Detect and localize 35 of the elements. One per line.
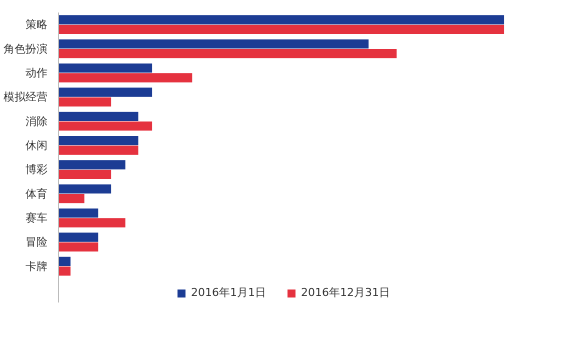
y-tick-label: 角色扮演 <box>4 42 48 56</box>
bar <box>58 208 98 218</box>
y-tick-label: 消除 <box>26 114 48 128</box>
bar <box>58 88 152 97</box>
bar <box>58 170 112 180</box>
bar <box>58 194 84 204</box>
bar <box>58 184 112 194</box>
bar <box>58 39 369 49</box>
bar <box>58 73 192 82</box>
bar <box>58 218 126 228</box>
bar <box>58 121 152 131</box>
bar <box>58 136 138 146</box>
bar <box>58 232 98 242</box>
bar <box>58 24 504 34</box>
bar <box>58 112 138 122</box>
y-tick-label: 赛车 <box>26 211 48 224</box>
bar <box>58 146 138 155</box>
y-tick-label: 卡牌 <box>26 260 48 273</box>
y-tick-label: 模拟经营 <box>4 90 48 104</box>
y-tick-label: 策略 <box>26 18 48 32</box>
y-tick-label: 体育 <box>26 187 48 200</box>
bar <box>58 242 98 252</box>
y-tick-label: 休闲 <box>26 138 48 152</box>
bar <box>58 48 397 58</box>
y-tick-label: 动作 <box>26 66 48 80</box>
bar <box>58 97 112 107</box>
bar <box>58 266 71 276</box>
bar <box>58 15 504 24</box>
legend-label: 2016年1月1日 <box>191 285 266 300</box>
y-tick-label: 冒险 <box>26 236 48 249</box>
bar <box>58 256 71 266</box>
y-tick-label: 博彩 <box>26 163 48 176</box>
legend-label: 2016年12月31日 <box>301 285 390 300</box>
bar <box>58 63 152 73</box>
bar <box>58 160 126 170</box>
